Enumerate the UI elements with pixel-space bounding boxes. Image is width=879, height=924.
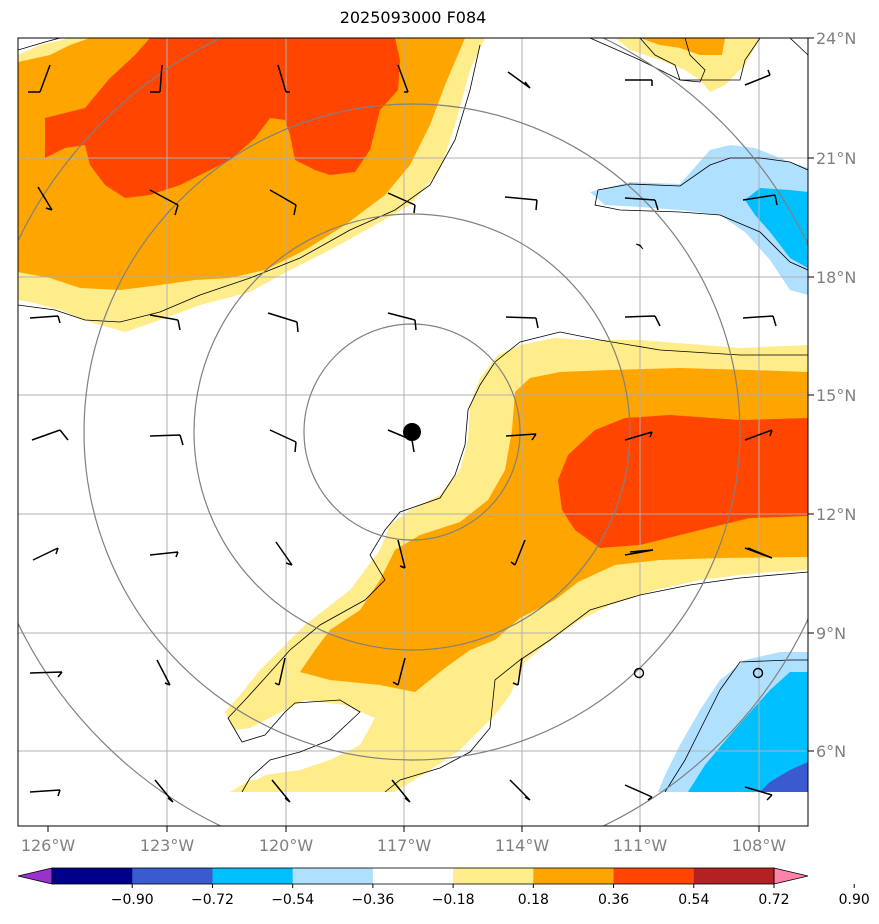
shade-deepblue-se [688, 672, 808, 792]
plot-frame [17, 37, 809, 827]
shade-lightblue-ene [590, 145, 808, 295]
shade-royalblue-se [760, 762, 808, 792]
colorbar-extend-low [17, 867, 53, 885]
lat-label: 21°N [816, 149, 856, 168]
lon-label: 120°W [259, 836, 314, 855]
lon-label: 117°W [377, 836, 432, 855]
shade-deepblue-ene [745, 188, 808, 268]
calm-marker [752, 667, 764, 679]
calm-marker [633, 667, 645, 679]
distance-rings [18, 38, 808, 826]
lat-label: 18°N [816, 268, 856, 287]
colorbar-extend-high [773, 867, 809, 885]
colorbar-tick-label: 0.18 [518, 892, 549, 908]
shade-orange-se [300, 368, 808, 692]
lat-label: 12°N [816, 505, 856, 524]
lat-label: 15°N [816, 386, 856, 405]
colorbar-tick-label: −0.72 [191, 892, 234, 908]
shade-yellow-bottom [230, 778, 385, 792]
lon-label: 108°W [732, 836, 787, 855]
storm-center-marker [403, 423, 421, 441]
colorbar-segment [693, 868, 775, 884]
colorbar-tick-label: 0.72 [758, 892, 789, 908]
graticule [18, 38, 808, 826]
longitude-labels: 126°W 123°W 120°W 117°W 114°W 111°W 108°… [21, 836, 787, 855]
shade-yellow-ne [615, 38, 760, 92]
colorbar-frame [51, 867, 775, 885]
wind-barbs [28, 64, 778, 803]
lat-label: 24°N [816, 29, 856, 48]
latitude-labels: 24°N 21°N 18°N 15°N 12°N 9°N 6°N [816, 29, 856, 761]
colorbar-segment [212, 868, 294, 884]
colorbar-tick-label: −0.18 [432, 892, 475, 908]
colorbar-tick-label: −0.54 [271, 892, 314, 908]
lon-label: 114°W [495, 836, 550, 855]
lat-label: 9°N [816, 624, 846, 643]
colorbar-segment [132, 868, 213, 884]
colorbar-tick-label: −0.36 [351, 892, 394, 908]
colorbar-segment [613, 868, 695, 884]
shade-red-e [558, 415, 808, 548]
axis-ticks [47, 37, 814, 832]
colorbar-tick-label: 0.36 [598, 892, 629, 908]
contour-lines [18, 38, 808, 793]
colorbar-segment [533, 868, 615, 884]
colorbar-tick-label: −0.90 [111, 892, 154, 908]
colorbar: −0.90 −0.72 −0.54 −0.36 −0.18 0.18 0.36 0.54 0.7… [17, 867, 870, 908]
colorbar-tick-label: 0.90 [839, 892, 870, 908]
filled-contours [18, 38, 808, 826]
lon-label: 126°W [21, 836, 76, 855]
colorbar-segment [52, 868, 133, 884]
map-title: 2025093000 F084 [339, 8, 487, 27]
lon-label: 123°W [140, 836, 195, 855]
shade-orange-ne [640, 38, 725, 55]
lon-label: 111°W [613, 836, 668, 855]
colorbar-segment [292, 868, 374, 884]
colorbar-segment [372, 868, 454, 884]
colorbar-segment [453, 868, 534, 884]
lat-label: 6°N [816, 742, 846, 761]
colorbar-tick-label: 0.54 [678, 892, 709, 908]
